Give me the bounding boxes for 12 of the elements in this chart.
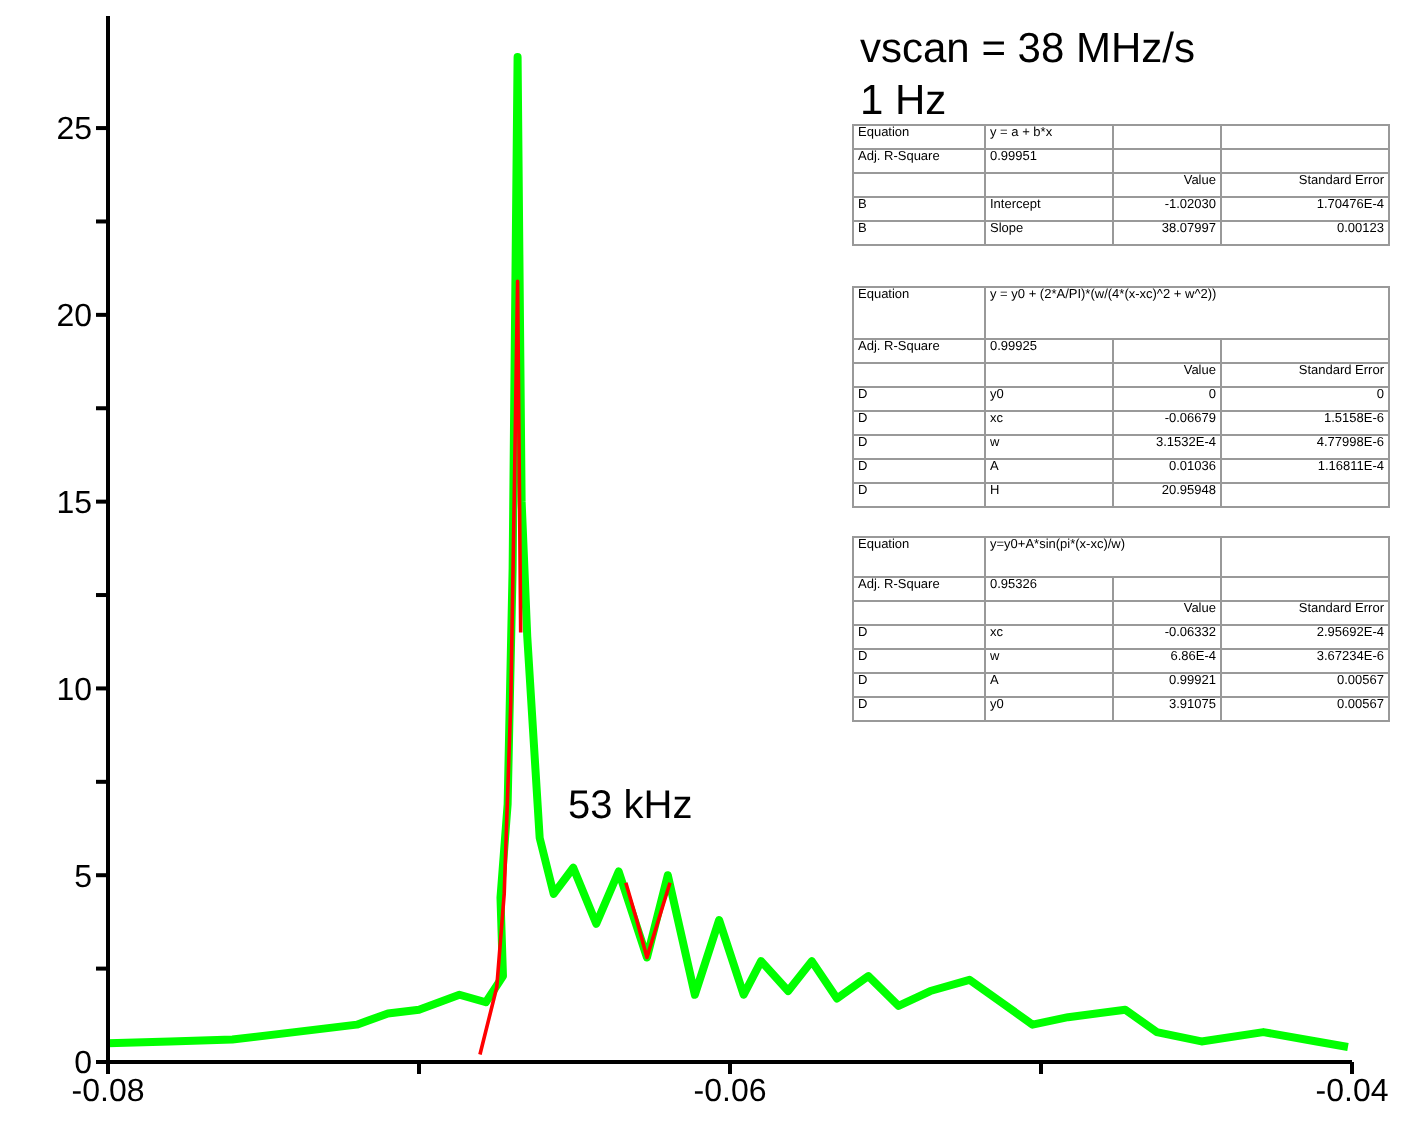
x-tick-label: -0.08 (71, 1074, 145, 1109)
y-tick-label: 10 (56, 673, 93, 708)
y-tick-label: 25 (56, 113, 93, 148)
annotation: 53 kHz (568, 784, 693, 830)
x-tick-label: -0.04 (1315, 1074, 1389, 1109)
annotation: vscan = 38 MHz/s (860, 24, 1195, 76)
line-series (478, 279, 523, 1057)
y-tick-label: 20 (56, 300, 93, 335)
y-tick-label: 15 (56, 487, 93, 521)
annotation: 1 Hz (860, 76, 949, 126)
y-tick-label: 5 (74, 860, 93, 895)
x-tick-label: -0.06 (693, 1074, 767, 1109)
